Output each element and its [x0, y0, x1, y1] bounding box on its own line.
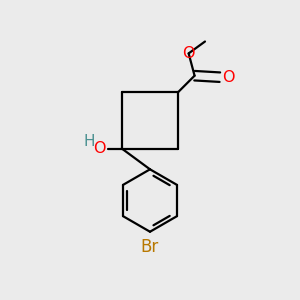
Text: Br: Br [141, 238, 159, 256]
Text: O: O [94, 141, 106, 156]
Text: O: O [182, 46, 195, 61]
Text: O: O [222, 70, 235, 85]
Text: H: H [83, 134, 95, 148]
